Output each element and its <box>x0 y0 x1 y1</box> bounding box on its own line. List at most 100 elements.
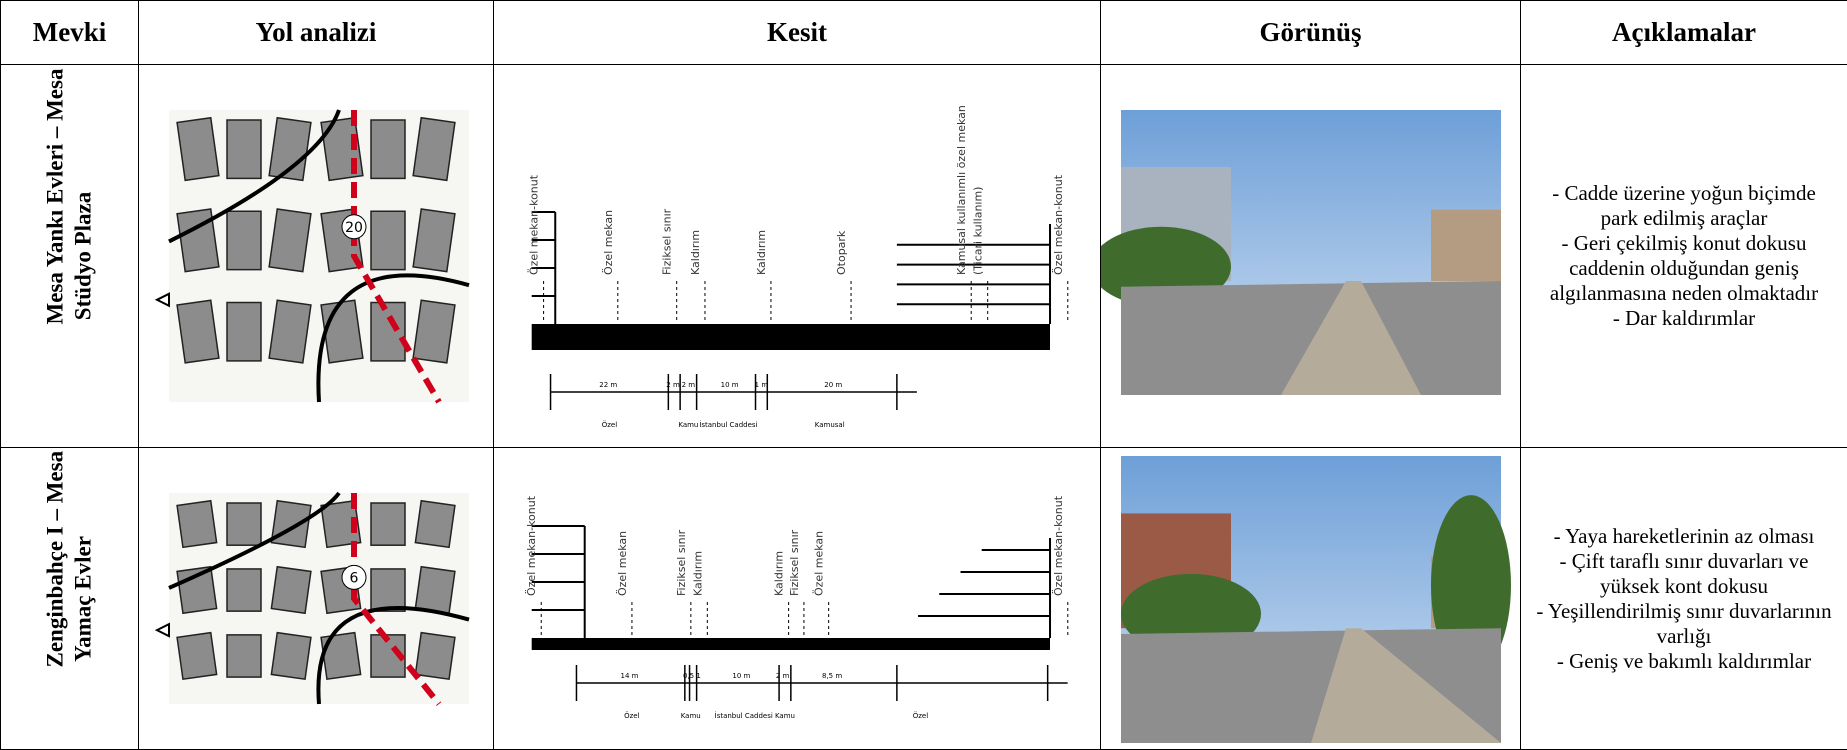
view-arrow <box>157 624 169 636</box>
section-label: Kamusal kullanımlı özel mekan <box>955 105 968 275</box>
building <box>227 503 261 545</box>
building-right <box>1431 210 1501 281</box>
section-label: Kaldırım <box>773 551 786 596</box>
photo-cell <box>1101 65 1521 448</box>
header-cell: Mevki <box>1 1 139 65</box>
note: - Dar kaldırımlar <box>1535 306 1833 331</box>
dimension-label: 2 m <box>666 381 680 389</box>
building <box>271 633 311 680</box>
note: - Çift taraflı sınır duvarları ve yüksek… <box>1535 549 1833 599</box>
building <box>371 569 405 611</box>
zone-label: Kamu <box>681 712 701 720</box>
section-label: Kaldırım <box>689 230 702 275</box>
zone-label: Kamu <box>775 712 795 720</box>
building <box>415 501 455 548</box>
section-label: Özel mekan-konut <box>1052 495 1065 596</box>
building <box>177 300 219 363</box>
road-section: Özel mekan-konut Özel mekan Fiziksel sınır… <box>494 65 1101 447</box>
building <box>321 633 361 680</box>
building <box>371 211 405 269</box>
street-photo <box>1101 65 1521 447</box>
note: - Yaya hareketlerinin az olması <box>1535 524 1833 549</box>
building <box>271 567 311 614</box>
zone-label: Özel <box>624 711 639 720</box>
section-label: Kaldırım <box>755 230 768 275</box>
section-label: Fiziksel sınır <box>788 529 801 596</box>
header-cell: Kesit <box>494 1 1101 65</box>
header-cell: Açıklamalar <box>1521 1 1847 65</box>
dimension-label: 0,5 1 <box>683 672 701 680</box>
zone-label: Kamu <box>678 421 698 429</box>
street-photo <box>1101 448 1521 749</box>
zone-label: Özel <box>602 420 617 429</box>
building <box>227 120 261 178</box>
ground <box>532 324 1050 350</box>
building <box>371 503 405 545</box>
location-line: Yamaç Evler <box>70 530 98 667</box>
map-label: 20 <box>345 220 363 236</box>
zone-label: İstanbul Caddesi <box>715 711 773 720</box>
dimension-label: 20 m <box>824 381 842 389</box>
road-section: Özel mekan-konut Özel mekan Fiziksel sınır… <box>494 448 1101 749</box>
location-line: Zenginbahçe I – Mesa <box>42 530 70 667</box>
dimension-label: 8,5 m <box>822 672 842 680</box>
view-arrow <box>157 294 169 306</box>
section-label: (Ticari kullanım) <box>972 187 985 275</box>
building <box>271 501 311 548</box>
building <box>413 209 455 272</box>
section-cell: Özel mekan-konut Özel mekan Fiziksel sınır… <box>494 65 1101 448</box>
note: - Geri çekilmiş konut dokusu caddenin ol… <box>1535 231 1833 306</box>
map-cell: 20 <box>139 65 494 448</box>
note: - Yeşillendirilmiş sınır duvarlarının va… <box>1535 599 1833 649</box>
building <box>177 633 217 680</box>
dimension-label: 1 m <box>755 381 769 389</box>
building <box>269 209 311 272</box>
section-label: Fiziksel sınır <box>675 529 688 596</box>
section-label: Özel mekan-konut <box>525 495 538 596</box>
building <box>227 569 261 611</box>
building <box>177 501 217 548</box>
zone-label: İstanbul Caddesi <box>699 420 757 429</box>
building <box>413 300 455 363</box>
map-label: 6 <box>350 570 359 586</box>
dimension-label: 2 m <box>776 672 790 680</box>
building <box>227 303 261 361</box>
header-row: Mevki Yol analizi Kesit Görünüş Açıklama… <box>1 1 1847 65</box>
note: - Cadde üzerine yoğun biçimde park edilm… <box>1535 181 1833 231</box>
zone-label: Özel <box>913 711 928 720</box>
building <box>227 211 261 269</box>
building <box>227 635 261 677</box>
notes-cell: - Cadde üzerine yoğun biçimde park edilm… <box>1521 65 1847 448</box>
section-cell: Özel mekan-konut Özel mekan Fiziksel sınır… <box>494 448 1101 750</box>
dimension-label: 14 m <box>620 672 638 680</box>
location-line: Stüdyo Plaza <box>70 188 98 325</box>
note: - Geniş ve bakımlı kaldırımlar <box>1535 649 1833 674</box>
building <box>371 120 405 178</box>
dimension-label: 22 m <box>599 381 617 389</box>
building <box>371 303 405 361</box>
section-label: Özel mekan-konut <box>1052 174 1065 275</box>
building <box>413 118 455 181</box>
section-label: Otopark <box>835 230 848 275</box>
location-line: Mesa Yankı Evleri – Mesa <box>42 188 70 325</box>
dimension-label: 10 m <box>732 672 750 680</box>
road-map: 6 <box>139 448 494 749</box>
section-label: Özel mekan <box>602 210 615 275</box>
section-label: Fiziksel sınır <box>661 208 674 275</box>
building <box>415 633 455 680</box>
map-cell: 6 <box>139 448 494 750</box>
building <box>415 567 455 614</box>
dimension-label: 2 m <box>682 381 696 389</box>
photo-cell <box>1101 448 1521 750</box>
header-cell: Görünüş <box>1101 1 1521 65</box>
building <box>269 300 311 363</box>
section-label: Özel mekan <box>616 531 629 596</box>
